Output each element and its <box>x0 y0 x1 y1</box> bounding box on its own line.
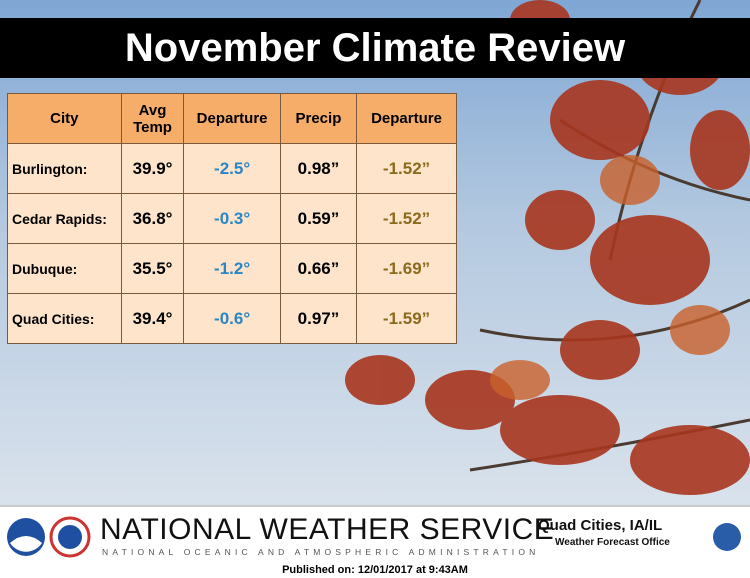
doc-emblem <box>713 523 741 551</box>
title-banner: November Climate Review <box>0 18 750 78</box>
climate-table: City Avg Temp Departure Precip Departure Burl… <box>7 93 457 344</box>
city-cell: Cedar Rapids: <box>7 193 122 244</box>
value-cell: 35.5° <box>120 243 185 294</box>
office-name: Weather Forecast Office <box>555 537 670 548</box>
data-row: Quad Cities: 39.4° -0.6° 0.97” -1.59” <box>7 293 457 344</box>
data-row: Burlington: 39.9° -2.5° 0.98” -1.52” <box>7 143 457 194</box>
footer-banner: NATIONAL WEATHER SERVICE NATIONAL OCEANI… <box>0 505 750 567</box>
header-row: City Avg Temp Departure Precip Departure <box>7 93 457 144</box>
value-cell: -1.59” <box>356 293 457 344</box>
value-cell: -2.5° <box>183 143 281 194</box>
value-cell: 36.8° <box>120 193 185 244</box>
agency-subtitle: NATIONAL OCEANIC AND ATMOSPHERIC ADMINIS… <box>102 547 540 557</box>
value-cell: -1.52” <box>356 143 457 194</box>
value-cell: 39.4° <box>120 293 185 344</box>
city-cell: Burlington: <box>7 143 122 194</box>
value-cell: 0.59” <box>279 193 358 244</box>
value-cell: -0.6° <box>183 293 281 344</box>
value-cell: 39.9° <box>120 143 185 194</box>
value-cell: -1.69” <box>356 243 457 294</box>
value-cell: 0.98” <box>279 143 358 194</box>
data-row: Dubuque: 35.5° -1.2° 0.66” -1.69” <box>7 243 457 294</box>
header-cell: City <box>7 93 122 144</box>
value-cell: 0.66” <box>279 243 358 294</box>
header-cell: Avg Temp <box>120 93 185 144</box>
sky-background <box>0 0 750 505</box>
agency-name: NATIONAL WEATHER SERVICE <box>100 513 555 546</box>
value-cell: -1.2° <box>183 243 281 294</box>
header-cell: Precip <box>279 93 358 144</box>
header-cell: Departure <box>183 93 281 144</box>
published-note: Published on: 12/01/2017 at 9:43AM <box>282 564 468 576</box>
city-cell: Dubuque: <box>7 243 122 294</box>
value-cell: 0.97” <box>279 293 358 344</box>
agency-logos <box>7 516 91 558</box>
data-row: Cedar Rapids: 36.8° -0.3° 0.59” -1.52” <box>7 193 457 244</box>
value-cell: -1.52” <box>356 193 457 244</box>
city-cell: Quad Cities: <box>7 293 122 344</box>
header-cell: Departure <box>356 93 457 144</box>
office-location: Quad Cities, IA/IL <box>538 517 663 534</box>
value-cell: -0.3° <box>183 193 281 244</box>
